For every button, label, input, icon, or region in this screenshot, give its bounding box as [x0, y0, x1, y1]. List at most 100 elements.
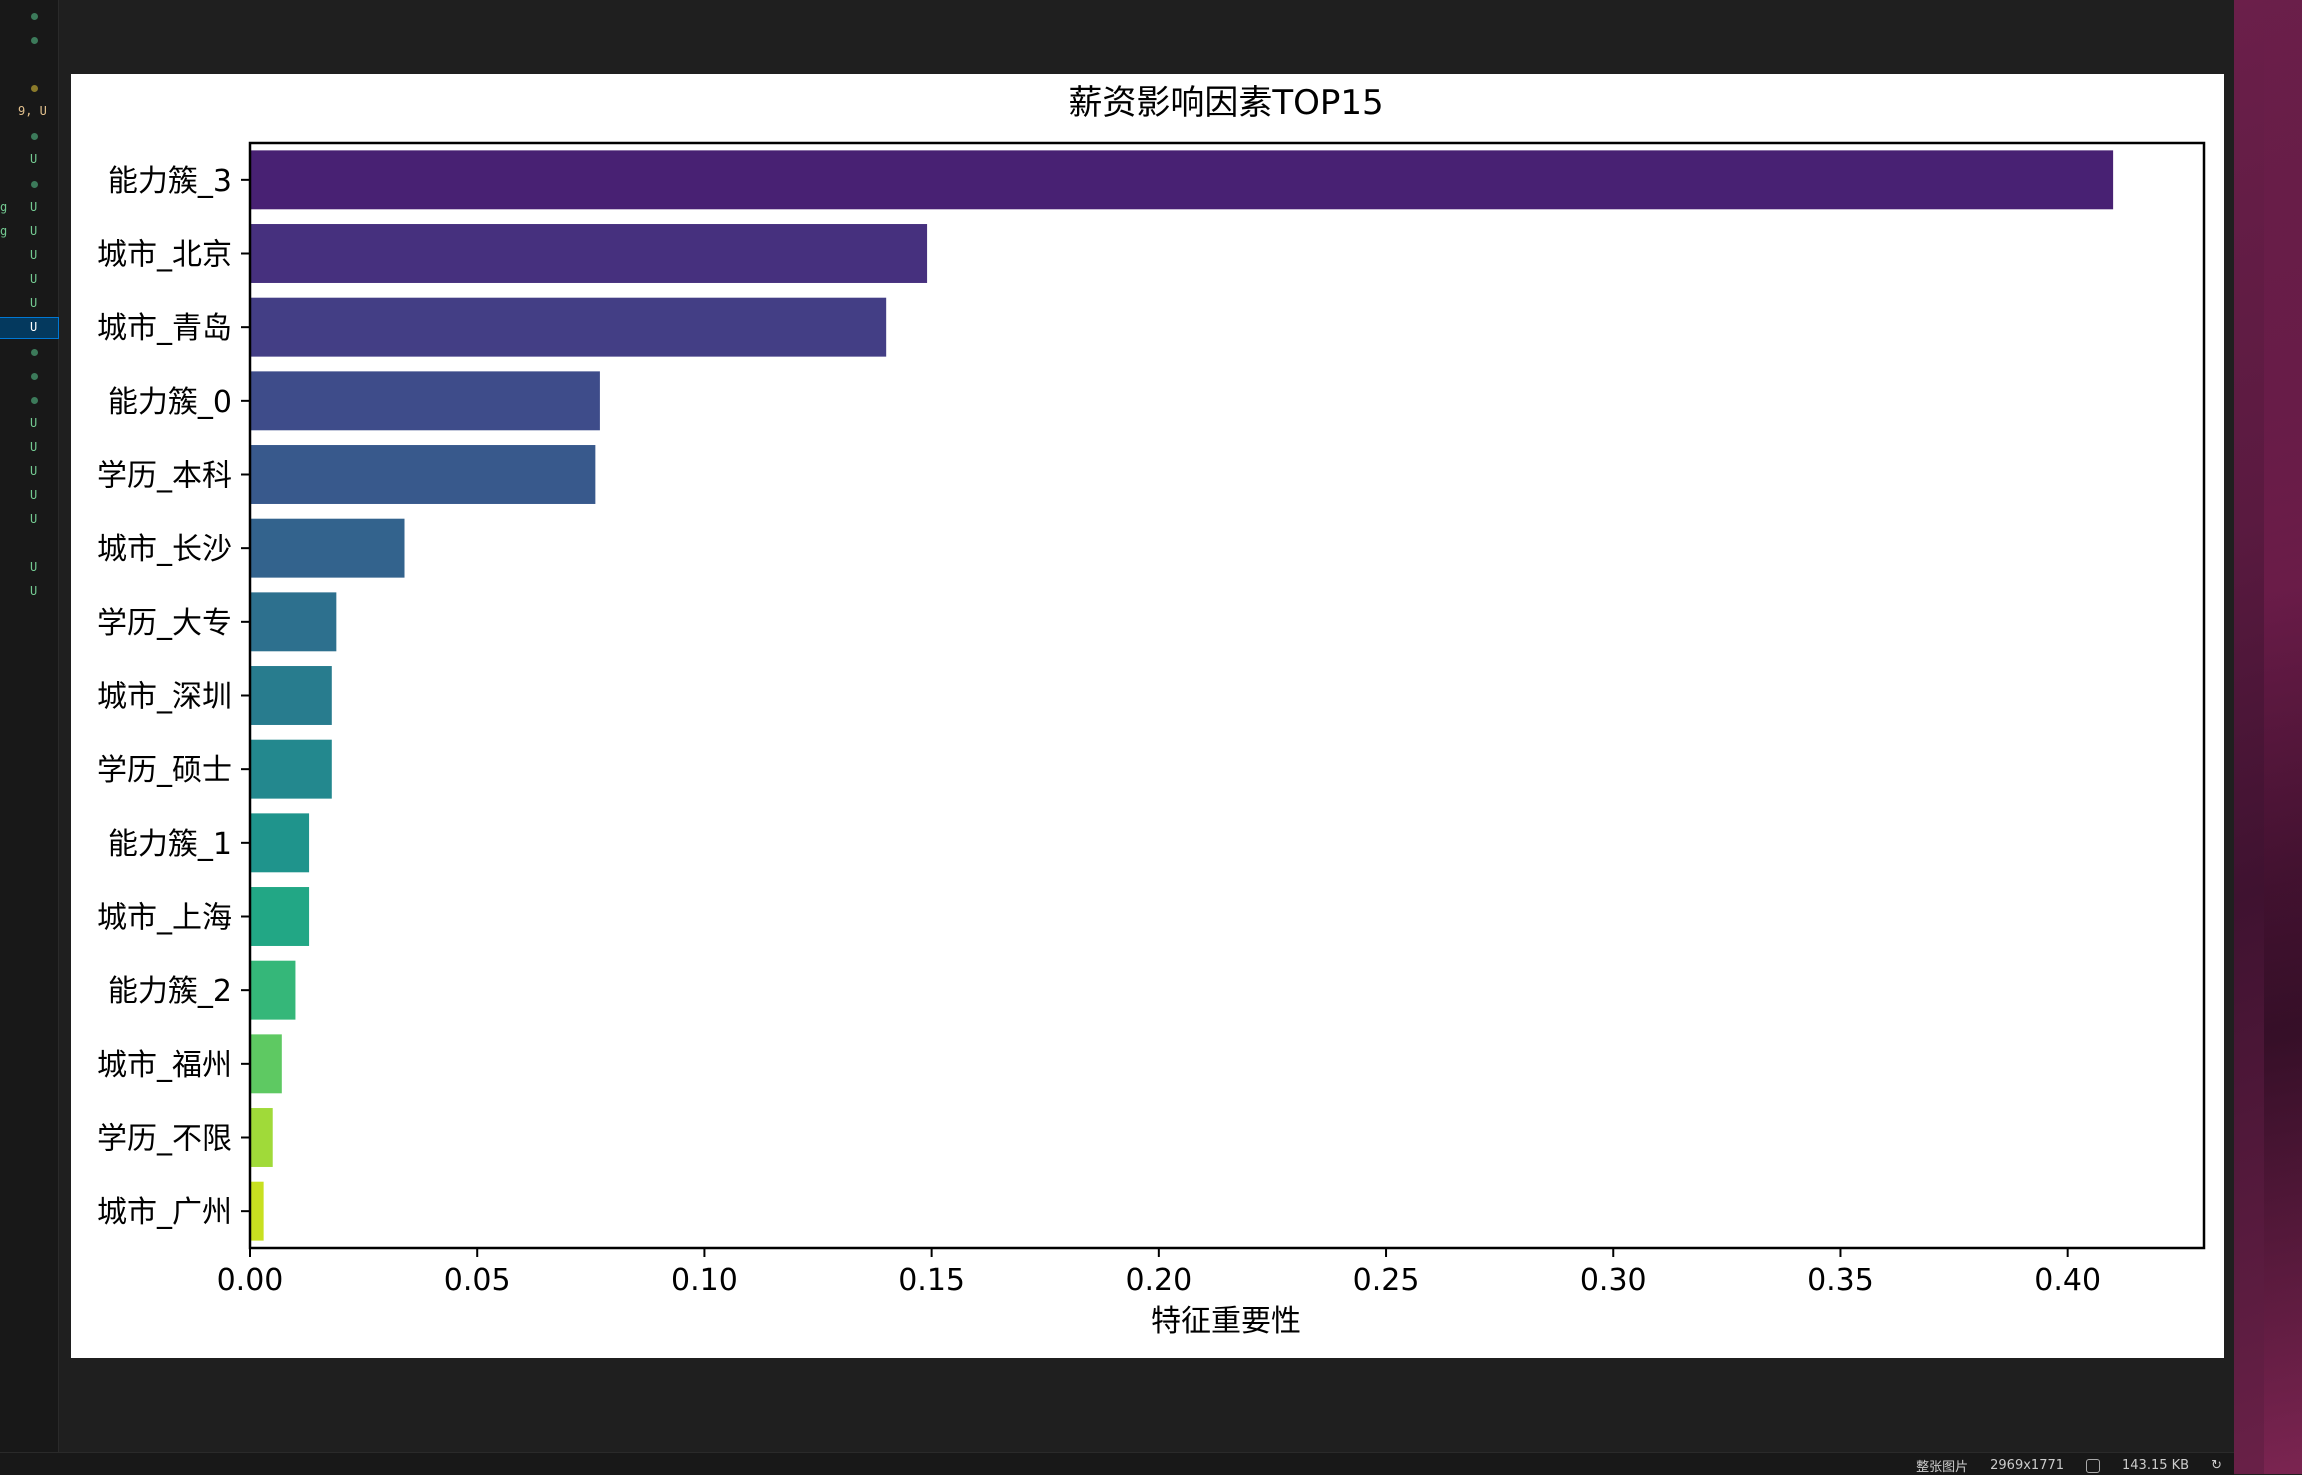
file-status-row[interactable]: U — [0, 558, 58, 578]
file-glyph-icon: g — [0, 224, 8, 238]
bar — [250, 1034, 282, 1094]
file-status-row[interactable]: U — [0, 510, 58, 530]
bar — [250, 813, 310, 873]
file-status-row[interactable] — [0, 78, 58, 98]
notifications-bell-icon[interactable]: ↻ — [2211, 1458, 2222, 1473]
untracked-badge-icon: U — [30, 584, 38, 598]
bar — [250, 297, 887, 357]
file-status-row[interactable]: U — [0, 582, 58, 602]
wallpaper-stripe — [2264, 0, 2302, 1474]
file-status-row[interactable] — [0, 342, 58, 362]
status-dot-icon — [31, 349, 38, 356]
untracked-badge-icon: U — [30, 416, 38, 430]
file-status-row[interactable]: U — [0, 462, 58, 482]
status-dot-icon — [31, 397, 38, 404]
file-status-row[interactable] — [0, 174, 58, 194]
y-tick-label: 能力簇_3 — [108, 164, 232, 199]
chart-title: 薪资影响因素TOP15 — [1068, 83, 1383, 123]
status-dot-icon — [31, 37, 38, 44]
bar — [250, 739, 332, 799]
x-tick-label: 0.10 — [671, 1263, 738, 1298]
untracked-badge-icon: U — [30, 152, 38, 166]
y-tick-label: 学历_大专 — [97, 606, 232, 641]
x-axis-label: 特征重要性 — [1151, 1304, 1301, 1339]
y-tick-label: 学历_不限 — [97, 1122, 232, 1157]
y-tick-label: 能力簇_0 — [108, 385, 232, 420]
untracked-badge-icon: U — [30, 488, 38, 502]
x-tick-labels: 0.00 0.05 0.10 0.15 0.20 0.25 0.30 0.35 0.40 — [217, 1248, 2101, 1298]
y-tick-label: 城市_北京 — [97, 238, 232, 273]
y-tick-label: 城市_青岛 — [97, 311, 232, 346]
image-dimensions: 2969x1771 — [1990, 1458, 2065, 1473]
bar — [250, 666, 332, 725]
axes-frame — [248, 141, 2206, 1250]
bar — [250, 371, 600, 431]
file-glyph-icon: g — [0, 200, 8, 214]
file-status-row[interactable] — [0, 126, 58, 146]
untracked-badge-icon: U — [30, 320, 38, 334]
file-status-row[interactable]: 9, U — [0, 102, 58, 122]
x-tick-label: 0.20 — [1125, 1263, 1192, 1298]
file-status-row[interactable] — [0, 30, 58, 50]
file-status-row[interactable]: U — [0, 150, 58, 170]
x-tick-label: 0.15 — [898, 1263, 965, 1298]
bar — [250, 518, 405, 578]
status-dot-icon — [31, 13, 38, 20]
x-tick-label: 0.35 — [1807, 1263, 1874, 1298]
file-status-row[interactable]: U — [0, 294, 58, 314]
bar — [250, 887, 310, 946]
x-tick-label: 0.00 — [217, 1263, 284, 1298]
y-tick-label: 城市_长沙 — [97, 532, 232, 567]
bar — [250, 445, 596, 504]
x-tick-label: 0.30 — [1580, 1263, 1647, 1298]
file-status-row[interactable] — [0, 366, 58, 386]
image-preview: 薪资影响因素TOP15 能力簇_3 城市_北京城市_青岛能力簇_0 学历_本科城市_… — [71, 74, 2224, 1358]
untracked-badge-icon: U — [30, 560, 38, 574]
file-status-row[interactable] — [0, 390, 58, 410]
untracked-badge-icon: U — [30, 248, 38, 262]
file-status-row[interactable]: U — [0, 438, 58, 458]
status-dot-icon — [31, 133, 38, 140]
status-dot-icon — [31, 373, 38, 380]
file-size: 143.15 KB — [2122, 1458, 2190, 1473]
y-tick-label: 城市_上海 — [97, 901, 232, 936]
y-tick-label: 城市_深圳 — [97, 680, 232, 715]
binary-icon[interactable] — [2086, 1458, 2101, 1473]
status-bar: 整张图片 2969x1771 143.15 KB ↻ — [0, 1452, 2234, 1475]
y-tick-label: 学历_硕士 — [97, 753, 232, 788]
x-tick-label: 0.05 — [444, 1263, 511, 1298]
untracked-badge-icon: U — [30, 224, 38, 238]
untracked-badge-icon: U — [30, 200, 38, 214]
y-tick-label: 学历_本科 — [97, 459, 232, 494]
status-dot-icon — [31, 85, 38, 92]
file-status-row[interactable]: U — [0, 246, 58, 266]
bar — [250, 1108, 273, 1167]
file-status-row-selected[interactable]: U — [0, 317, 59, 339]
bar — [250, 150, 2114, 210]
bars-group — [250, 150, 2114, 1241]
untracked-badge-icon: U — [30, 440, 38, 454]
x-tick-label: 0.40 — [2034, 1263, 2101, 1298]
y-tick-label: 能力簇_1 — [108, 827, 232, 862]
bar — [250, 592, 337, 652]
y-tick-label: 能力簇_2 — [108, 974, 232, 1009]
status-dot-icon — [31, 181, 38, 188]
file-status-row[interactable] — [0, 6, 58, 26]
y-tick-label: 城市_福州 — [97, 1048, 232, 1083]
file-status-row[interactable]: U — [0, 486, 58, 506]
untracked-badge-icon: U — [30, 296, 38, 310]
bar — [250, 224, 928, 283]
untracked-badge-icon: U — [30, 272, 38, 286]
modified-badge-icon: 9, U — [18, 104, 47, 118]
file-status-row[interactable]: U — [0, 414, 58, 434]
bar — [250, 1181, 264, 1241]
view-mode-label[interactable]: 整张图片 — [1916, 1460, 1969, 1475]
file-status-row[interactable]: U — [0, 270, 58, 290]
untracked-badge-icon: U — [30, 512, 38, 526]
untracked-badge-icon: U — [30, 464, 38, 478]
